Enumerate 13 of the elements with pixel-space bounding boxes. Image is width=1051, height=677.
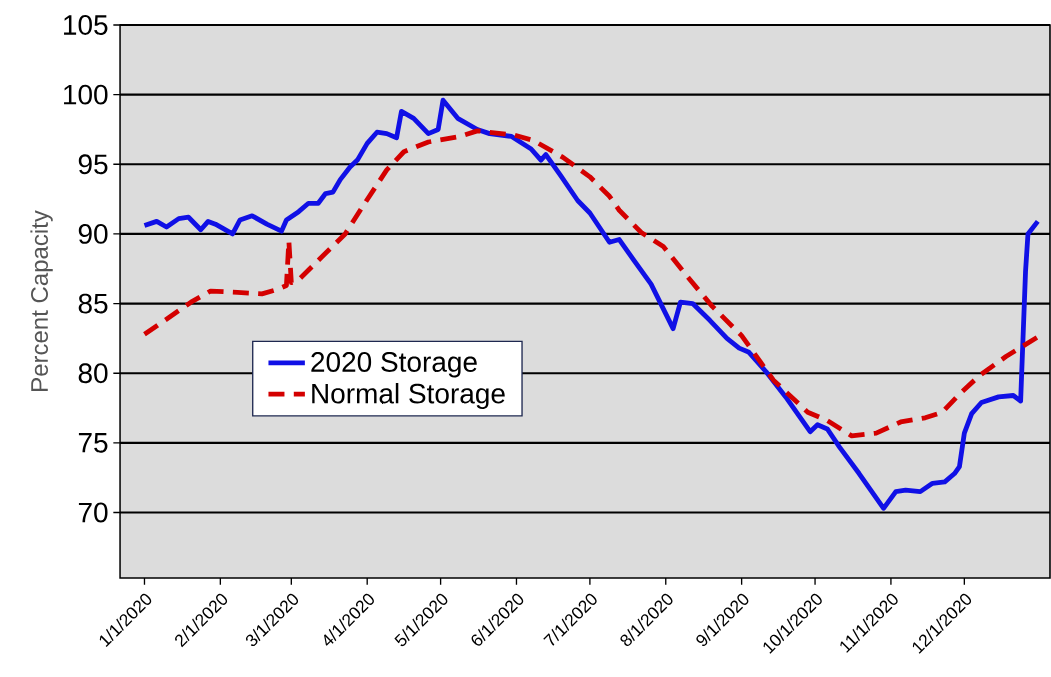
legend-label: Normal Storage xyxy=(312,382,505,410)
y-tick-label: 85 xyxy=(78,293,108,314)
y-tick-label: 105 xyxy=(64,15,108,35)
y-tick-label: 100 xyxy=(64,84,108,105)
legend-label: 2020 Storage xyxy=(311,352,477,378)
y-tick-label: 80 xyxy=(78,363,108,384)
y-axis-title: Percent Capacity xyxy=(30,210,53,391)
y-tick-label: 75 xyxy=(78,433,108,453)
line-series xyxy=(142,97,1041,511)
y-tick-label: 90 xyxy=(78,224,108,244)
y-tick-label: 70 xyxy=(78,502,108,523)
y-tick-label: 95 xyxy=(78,154,108,175)
line-series xyxy=(142,128,1041,439)
